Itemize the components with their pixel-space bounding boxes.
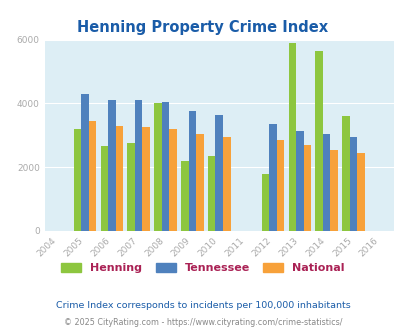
Bar: [330, 150, 337, 231]
Bar: [222, 137, 230, 231]
Bar: [261, 174, 269, 231]
Bar: [196, 134, 203, 231]
Bar: [73, 129, 81, 231]
Bar: [315, 51, 322, 231]
Bar: [349, 137, 356, 231]
Bar: [276, 140, 284, 231]
Bar: [207, 156, 215, 231]
Bar: [295, 130, 303, 231]
Bar: [154, 103, 161, 231]
Bar: [127, 143, 134, 231]
Bar: [322, 134, 330, 231]
Text: Henning Property Crime Index: Henning Property Crime Index: [77, 20, 328, 35]
Bar: [169, 129, 176, 231]
Text: Crime Index corresponds to incidents per 100,000 inhabitants: Crime Index corresponds to incidents per…: [55, 301, 350, 310]
Bar: [288, 43, 295, 231]
Bar: [134, 100, 142, 231]
Bar: [188, 112, 196, 231]
Bar: [115, 126, 123, 231]
Bar: [303, 145, 310, 231]
Bar: [81, 94, 88, 231]
Text: © 2025 CityRating.com - https://www.cityrating.com/crime-statistics/: © 2025 CityRating.com - https://www.city…: [64, 318, 341, 327]
Bar: [88, 121, 96, 231]
Bar: [161, 102, 169, 231]
Bar: [100, 147, 108, 231]
Bar: [181, 161, 188, 231]
Bar: [142, 127, 149, 231]
Bar: [341, 116, 349, 231]
Legend: Henning, Tennessee, National: Henning, Tennessee, National: [61, 263, 344, 273]
Bar: [356, 153, 364, 231]
Bar: [269, 124, 276, 231]
Bar: [215, 115, 222, 231]
Bar: [108, 100, 115, 231]
